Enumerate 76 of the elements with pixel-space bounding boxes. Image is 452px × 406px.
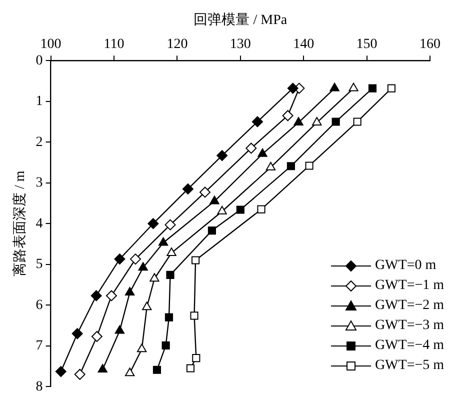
y-tick-label: 8 [36,379,43,394]
point [150,273,160,282]
x-tick-label: 140 [293,36,314,52]
point [236,206,244,214]
point [158,237,168,246]
y-tick-label: 5 [36,257,43,272]
point [136,344,147,352]
y-tick-label: 3 [36,176,43,191]
point [312,117,322,126]
legend-label: GWT=−1 m [374,277,444,295]
point [182,183,194,194]
point [152,366,162,374]
point [258,148,268,157]
y-tick-label: 0 [36,53,43,68]
legend-label: GWT=−2 m [374,297,444,315]
point [138,262,148,271]
legend-label: GWT=−4 m [374,337,444,355]
x-tick-label: 120 [166,36,188,52]
point [282,110,294,122]
point [246,142,257,154]
legend-label: GWT=0 m [374,257,436,275]
point [287,82,298,94]
point [252,116,263,128]
point [200,186,211,198]
point [216,150,228,162]
point [191,256,200,264]
y-tick-label: 1 [36,94,43,110]
point [166,270,174,279]
point [164,313,174,322]
point [162,341,170,350]
point [98,364,108,372]
point [192,354,200,362]
point [91,330,102,342]
point [348,82,358,92]
point [353,118,362,126]
point [130,254,141,265]
y-tick-label: 7 [36,338,43,354]
legend-label: GWT=−5 m [374,357,444,375]
x-tick-label: 160 [420,36,440,52]
point [210,196,220,204]
x-tick-label: 100 [40,36,62,52]
point [164,219,176,230]
point [387,84,396,92]
y-axis-title: 离路表面深度 / m [12,170,28,276]
point [368,84,377,92]
point [114,254,126,265]
point [217,206,227,214]
x-tick-label: 150 [356,36,378,52]
x-tick-label: 130 [230,36,251,52]
point [330,82,340,92]
x-tick-label: 110 [104,36,124,52]
point [72,328,83,340]
point [124,286,135,296]
x-axis-title: 回弹模量 / MPa [194,12,288,28]
point [124,368,135,376]
point [55,366,66,378]
point [208,226,216,235]
point [294,117,304,126]
point [305,162,314,170]
y-tick-label: 4 [36,216,43,232]
point [166,247,176,256]
point [257,205,266,214]
point [90,290,102,302]
point [106,290,117,302]
legend-label: GWT=−3 m [374,317,444,335]
y-tick-label: 2 [36,134,43,150]
point [286,162,295,170]
point [148,218,159,230]
point [74,368,86,380]
point [142,302,152,310]
point [114,325,125,334]
y-tick-label: 6 [36,298,43,313]
point [266,162,276,170]
point [190,312,198,320]
point [332,118,340,126]
point [186,364,195,372]
